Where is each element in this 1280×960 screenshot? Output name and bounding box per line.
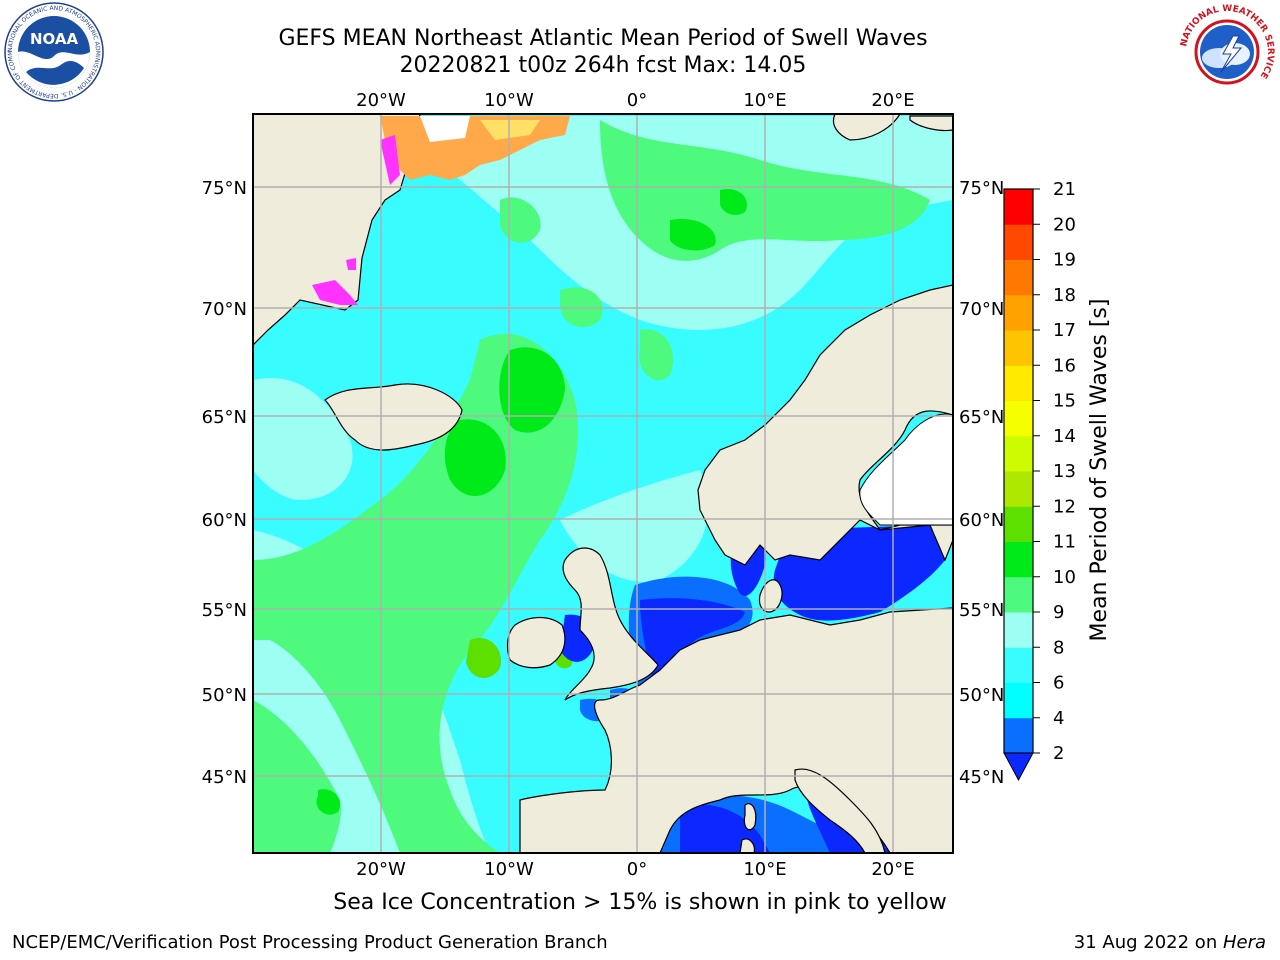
lon-label: 10°E — [743, 859, 786, 880]
lat-label: 45°N — [959, 767, 1004, 788]
land — [253, 114, 953, 853]
colorbar-segment — [1004, 506, 1033, 542]
colorbar-tick-label: 10 — [1053, 567, 1076, 588]
colorbar-tick-label: 20 — [1053, 214, 1076, 235]
colorbar-segment — [1004, 189, 1033, 225]
nws-logo-icon: NATIONAL WEATHER SERVICE — [1179, 4, 1275, 100]
colorbar-segment — [1004, 294, 1033, 331]
colorbar-segment — [1004, 612, 1033, 648]
lat-labels-left: 75°N 70°N 65°N 60°N 55°N 50°N 45°N — [202, 178, 247, 788]
colorbar-segment — [1004, 647, 1033, 683]
colorbar-tick-label: 2 — [1053, 743, 1064, 764]
colorbar-segment — [1004, 541, 1033, 578]
colorbar-segment — [1004, 365, 1033, 401]
colorbar-segment — [1004, 259, 1033, 296]
lat-label: 50°N — [959, 685, 1004, 706]
lon-label: 10°E — [743, 90, 786, 111]
colorbar-segment — [1004, 330, 1033, 366]
lat-label: 55°N — [202, 600, 247, 621]
sea-ice — [312, 116, 570, 305]
colorbar-segment — [1004, 471, 1033, 507]
baltic-north-unmodelled — [859, 413, 953, 526]
colorbar-tick-label: 4 — [1053, 708, 1064, 729]
colorbar-tick-label: 9 — [1053, 602, 1064, 623]
footer-machine: Hera — [1222, 932, 1266, 953]
lat-label: 70°N — [202, 299, 247, 320]
lat-label: 75°N — [202, 178, 247, 199]
colorbar-tick-label: 11 — [1053, 532, 1076, 553]
colorbar-segment — [1004, 717, 1033, 754]
lon-label: 20°E — [871, 859, 914, 880]
swell-11s-region — [316, 189, 748, 815]
colorbar-tick-label: 6 — [1053, 673, 1064, 694]
colorbar-tick-label: 17 — [1053, 320, 1076, 341]
lat-label: 70°N — [959, 299, 1004, 320]
noaa-logo-icon: NATIONAL OCEANIC AND ATMOSPHERIC ADMINIS… — [4, 2, 104, 102]
lon-label: 10°W — [484, 90, 534, 111]
lon-label: 0° — [627, 859, 647, 880]
colorbar: 2 4 6 8 9 10 11 12 13 14 15 16 17 18 19 20 21 — [1003, 179, 1076, 782]
lon-label: 0° — [627, 90, 647, 111]
colorbar-tick-label: 12 — [1053, 496, 1076, 517]
lon-labels-bottom: 20°W 10°W 0° 10°E 20°E — [356, 859, 914, 880]
colorbar-tick-label: 14 — [1053, 426, 1076, 447]
lat-label: 75°N — [959, 178, 1004, 199]
footer-credit: NCEP/EMC/Verification Post Processing Pr… — [12, 932, 608, 953]
lat-label: 50°N — [202, 685, 247, 706]
lat-label: 65°N — [959, 407, 1004, 428]
lat-labels-right: 75°N 70°N 65°N 60°N 55°N 50°N 45°N — [959, 178, 1004, 788]
colorbar-tick-label: 8 — [1053, 637, 1064, 658]
colorbar-segment — [1004, 400, 1033, 437]
colorbar-tick-label: 15 — [1053, 391, 1076, 412]
map-frame — [252, 113, 954, 854]
colorbar-segment — [1004, 435, 1033, 472]
noaa-logo-text: NOAA — [30, 30, 79, 48]
colorbar-tick-label: 19 — [1053, 250, 1076, 271]
lat-label: 60°N — [202, 510, 247, 531]
graticule — [253, 114, 953, 853]
sea-ice-note: Sea Ice Concentration > 15% is shown in … — [0, 890, 1280, 915]
footer-date: 31 Aug 2022 on Hera — [1074, 932, 1266, 953]
sea-ice-note-text: Sea Ice Concentration > 15% is shown in … — [333, 890, 947, 915]
colorbar-segment — [1004, 576, 1033, 613]
colorbar-segment — [1004, 682, 1033, 719]
colorbar-extend-arrow — [1003, 752, 1034, 782]
colorbar-tick-label: 21 — [1053, 179, 1076, 200]
lon-label: 20°E — [871, 90, 914, 111]
colorbar-tick-label: 16 — [1053, 355, 1076, 376]
footer-date-text: 31 Aug 2022 on — [1073, 932, 1223, 953]
chart-title: GEFS MEAN Northeast Atlantic Mean Period… — [278, 26, 928, 51]
lon-labels-top: 20°W 10°W 0° 10°E 20°E — [356, 90, 914, 111]
lat-label: 65°N — [202, 407, 247, 428]
lat-label: 60°N — [959, 510, 1004, 531]
lon-label: 20°W — [356, 859, 406, 880]
colorbar-tick-label: 13 — [1053, 461, 1076, 482]
colorbar-tick-label: 18 — [1053, 285, 1076, 306]
chart-subtitle: 20220821 t00z 264h fcst Max: 14.05 — [399, 53, 807, 78]
lon-label: 20°W — [356, 90, 406, 111]
colorbar-segment — [1004, 224, 1033, 260]
map-panel — [253, 114, 953, 853]
lon-label: 10°W — [484, 859, 534, 880]
lat-label: 45°N — [202, 767, 247, 788]
lat-label: 55°N — [959, 600, 1004, 621]
colorbar-label: Mean Period of Swell Waves [s] — [1087, 299, 1112, 642]
